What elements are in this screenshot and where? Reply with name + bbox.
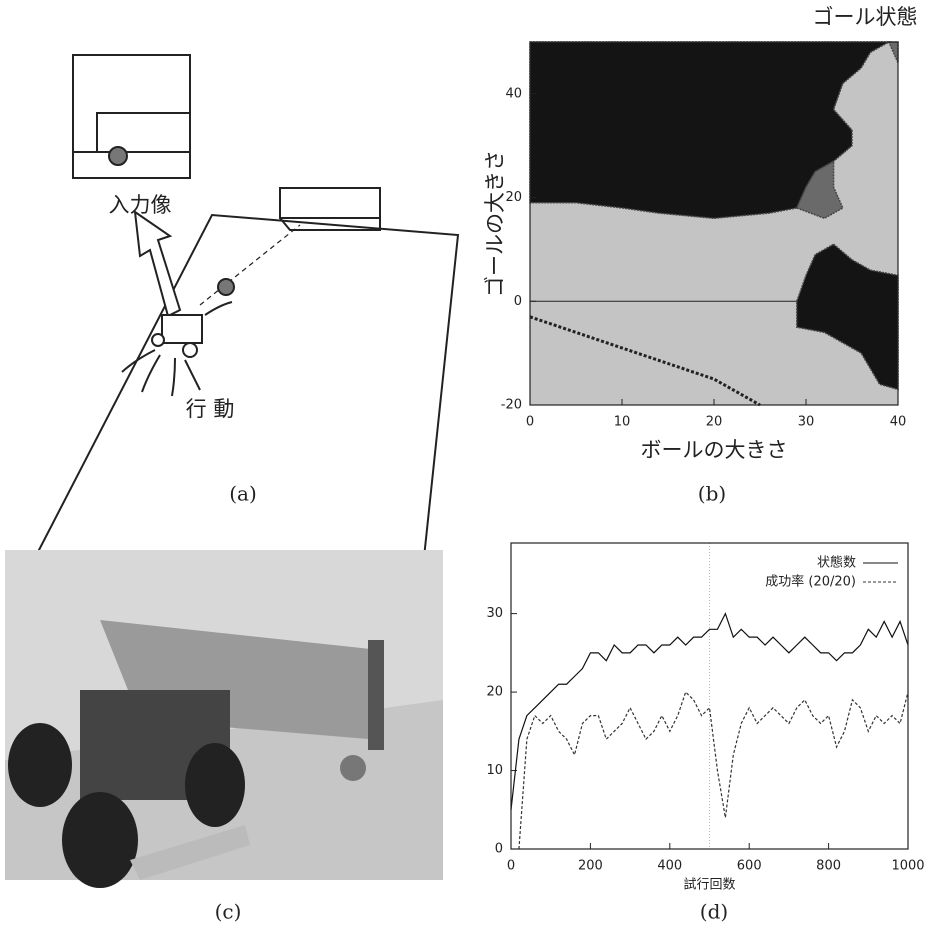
- input-goal: [97, 113, 190, 152]
- x-tick-label: 200: [578, 859, 603, 874]
- input-ball: [109, 147, 127, 165]
- x-tick-label: 800: [816, 859, 841, 874]
- legend-label: 状態数: [817, 555, 856, 571]
- tire: [8, 723, 72, 807]
- tire: [185, 743, 245, 827]
- x-tick-label: 40: [890, 415, 907, 430]
- chart-title: ゴール状態: [813, 5, 918, 29]
- wheel: [152, 334, 164, 346]
- tire: [62, 792, 138, 888]
- x-tick-label: 0: [507, 859, 515, 874]
- y-tick-label: -20: [501, 398, 522, 413]
- photo: [5, 550, 443, 888]
- input-label: 入力像: [109, 193, 172, 217]
- caption: (d): [700, 900, 728, 924]
- y-tick-label: 30: [486, 606, 503, 621]
- y-tick-label: 40: [505, 86, 522, 101]
- ball-photo: [340, 755, 366, 781]
- series-line: [519, 692, 908, 849]
- y-tick-label: 20: [505, 190, 522, 205]
- x-axis-label: ボールの大きさ: [641, 438, 788, 462]
- x-axis-label: 試行回数: [683, 877, 735, 893]
- x-tick-label: 1000: [891, 859, 924, 874]
- caption: (b): [698, 482, 726, 506]
- x-tick-label: 600: [737, 859, 762, 874]
- robot: [162, 315, 202, 343]
- x-tick-label: 0: [526, 415, 534, 430]
- y-tick-label: 20: [486, 685, 503, 700]
- x-tick-label: 10: [614, 415, 631, 430]
- wheel: [183, 343, 197, 357]
- y-tick-label: 0: [514, 294, 522, 309]
- view-arrow: [135, 212, 180, 316]
- x-tick-label: 30: [798, 415, 815, 430]
- x-tick-label: 20: [706, 415, 723, 430]
- goal-post: [368, 640, 384, 750]
- ball: [218, 279, 234, 295]
- page: {"figure": {"captions": ["(a)", "(b)", "…: [0, 0, 938, 929]
- action-label: 行 動: [186, 397, 235, 421]
- legend-label: 成功率 (20/20): [765, 574, 856, 590]
- caption: (a): [229, 482, 257, 506]
- y-tick-label: 0: [495, 842, 503, 857]
- input-image: [73, 55, 190, 178]
- goal: [280, 188, 380, 218]
- y-axis-label: ゴールの大きさ: [483, 150, 507, 297]
- figure: 入力像 行 動 (a) (b) (c) (d) ゴール状態ボールの大きさ ゴールの大きさ 0…: [0, 0, 938, 925]
- x-tick-label: 400: [657, 859, 682, 874]
- y-tick-label: 10: [486, 763, 503, 778]
- caption: (c): [215, 900, 242, 924]
